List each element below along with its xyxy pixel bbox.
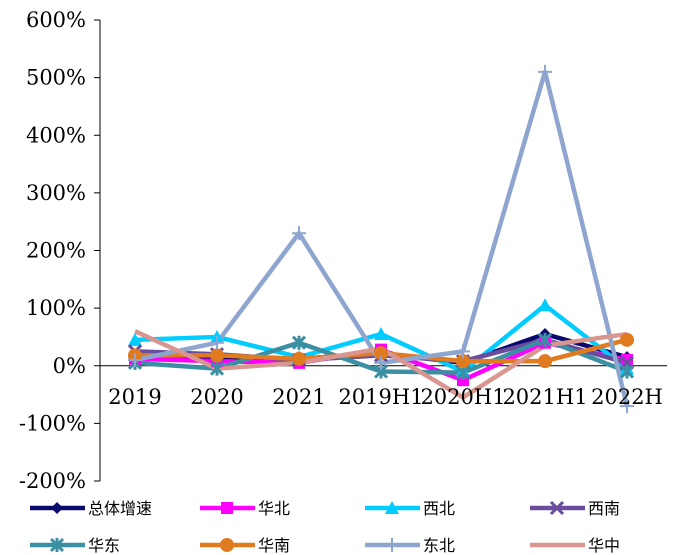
chart-axes: -200% -100% 0% 100% 200% 300% 400% 500% 600% (19, 8, 667, 493)
data-point-marker (620, 399, 634, 414)
legend-swatch-marker (385, 538, 399, 552)
data-point-marker (374, 355, 388, 370)
data-point-marker (537, 332, 553, 347)
y-tick-label: 100% (26, 296, 86, 320)
y-tick-label: 400% (26, 123, 86, 147)
legend-swatch-marker (221, 502, 233, 514)
legend-label: 东北 (423, 536, 455, 555)
y-tick-label: -100% (19, 411, 86, 435)
y-tick-label: 200% (26, 239, 86, 263)
x-tick-label: 2020 (190, 385, 243, 409)
data-point-marker (538, 298, 552, 312)
data-point-marker (291, 335, 307, 350)
data-point-marker (292, 226, 306, 241)
legend-label: 总体增速 (88, 499, 152, 518)
x-tick-label: 2020H1 (420, 385, 505, 409)
legend-label: 华南 (258, 536, 290, 555)
y-tick-label: 0% (53, 354, 86, 378)
legend-swatch-marker (51, 502, 63, 514)
data-point-marker (538, 354, 552, 369)
legend-label: 华中 (588, 536, 620, 555)
data-point-marker (210, 348, 224, 363)
data-point-marker (619, 364, 635, 379)
y-tick-label: -200% (19, 469, 86, 493)
series-markers (127, 64, 635, 414)
data-point-marker (621, 353, 633, 366)
data-point-marker (620, 332, 634, 347)
data-point-marker (209, 361, 225, 376)
y-tick-label: 600% (26, 8, 86, 32)
y-tick-label: 300% (26, 181, 86, 205)
legend-swatch-marker (49, 537, 65, 553)
data-point-marker (456, 344, 470, 359)
x-tick-label: 2021H1 (502, 385, 587, 409)
legend-label: 西南 (588, 499, 620, 518)
legend-swatch-marker (549, 500, 565, 516)
data-point-marker (128, 352, 142, 367)
data-point-marker (538, 64, 552, 79)
data-point-marker (292, 351, 306, 366)
data-point-marker (128, 332, 142, 346)
legend-swatch-marker (385, 501, 399, 514)
y-tick-label: 500% (26, 66, 86, 90)
data-point-marker (456, 354, 470, 369)
data-point-marker (374, 346, 388, 361)
legend-label: 华东 (88, 536, 120, 555)
legend-swatch-marker (220, 538, 234, 552)
x-tick-label: 2022H (591, 385, 663, 409)
legend-label: 华北 (258, 499, 290, 518)
legend-label: 西北 (423, 499, 455, 518)
x-tick-label: 2019H1 (338, 385, 423, 409)
x-tick-label: 2019 (108, 385, 161, 409)
x-tick-label: 2021 (272, 385, 325, 409)
data-point-marker (374, 327, 388, 341)
data-point-marker (210, 335, 224, 350)
